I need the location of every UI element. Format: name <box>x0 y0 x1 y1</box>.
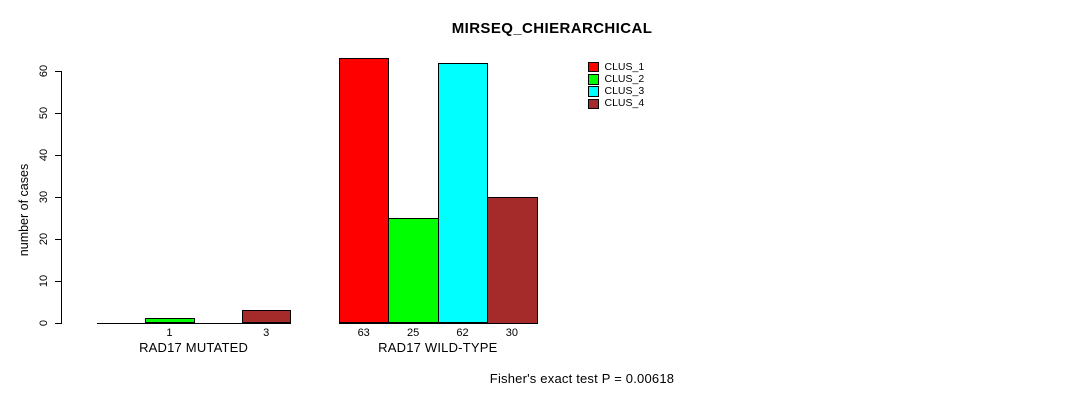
legend-swatch-icon <box>588 61 599 73</box>
legend-label: CLUS_3 <box>604 85 645 97</box>
bar-clus_2 <box>145 318 195 324</box>
bar-value-label: 62 <box>456 326 469 339</box>
bar-clus_4 <box>487 196 538 324</box>
legend-label: CLUS_2 <box>604 72 645 85</box>
bar-clus_1 <box>339 58 390 324</box>
y-axis-tick <box>55 196 62 198</box>
legend-swatch-icon <box>588 74 599 85</box>
category-label: RAD17 WILD-TYPE <box>378 340 498 355</box>
y-axis-tick <box>55 71 62 72</box>
y-axis-tick-label: 50 <box>38 106 50 120</box>
bar-value-label: 25 <box>406 326 420 339</box>
bar-clus_4 <box>241 309 292 324</box>
y-axis-label: number of cases <box>17 163 31 257</box>
chart-title: MIRSEQ_CHIERARCHICAL <box>451 20 653 37</box>
y-axis-tick-label: 30 <box>38 190 50 203</box>
legend-item-clus_1: CLUS_1 <box>588 60 645 73</box>
y-axis-tick <box>55 280 62 282</box>
legend-item-clus_4: CLUS_4 <box>588 98 644 109</box>
legend-label: CLUS_4 <box>604 97 645 110</box>
bar-value-label: 3 <box>263 326 270 339</box>
y-axis-tick-label: 10 <box>38 274 50 287</box>
y-axis-tick-label: 20 <box>38 232 50 245</box>
bar-value-label: 63 <box>357 326 370 339</box>
fisher-test-annotation: Fisher's exact test P = 0.00618 <box>489 371 675 386</box>
y-axis-tick <box>55 154 62 156</box>
bar-value-label: 30 <box>505 326 519 339</box>
legend-item-clus_3: CLUS_3 <box>588 86 644 97</box>
category-label: RAD17 MUTATED <box>139 340 249 355</box>
bar-clus_2 <box>388 217 439 324</box>
legend-swatch-icon <box>588 98 599 109</box>
y-axis-tick-label: 40 <box>38 148 50 161</box>
y-axis-tick-label: 0 <box>38 319 50 326</box>
legend-swatch-icon <box>588 86 599 97</box>
y-axis-tick <box>55 112 62 114</box>
y-axis-tick <box>55 238 62 240</box>
y-axis-tick <box>55 322 62 324</box>
legend-item-clus_2: CLUS_2 <box>588 72 645 85</box>
bar-value-label: 1 <box>166 326 173 339</box>
y-axis-tick-label: 60 <box>38 64 50 78</box>
legend-label: CLUS_1 <box>604 60 645 73</box>
bar-clus_3 <box>437 62 489 324</box>
